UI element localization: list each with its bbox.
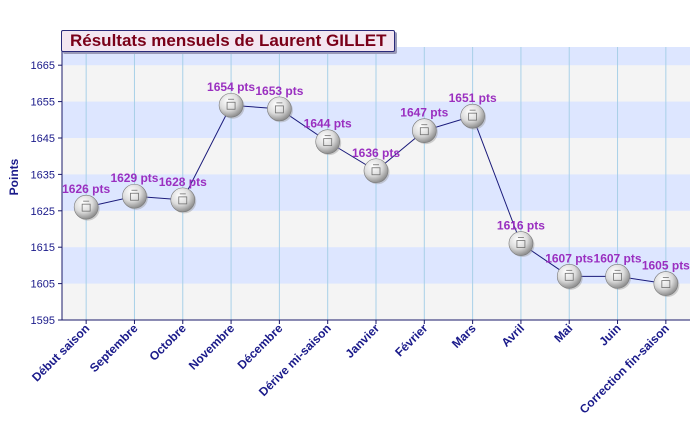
ping-pong-ball-icon	[412, 118, 437, 144]
y-axis-label: Points	[7, 158, 21, 195]
ball-logo-mark	[371, 167, 381, 176]
data-label: 1605 pts	[642, 259, 690, 273]
ping-pong-ball-icon	[508, 231, 534, 256]
x-tick-label: Janvier	[343, 321, 383, 361]
ball-logo-mark	[468, 112, 478, 121]
x-tick-label: Correction fin-saison	[577, 321, 672, 416]
data-point-marker	[267, 96, 293, 123]
x-tick-label: Juin	[596, 321, 623, 348]
data-point-marker	[508, 231, 535, 258]
x-tick-label: Octobre	[146, 321, 189, 364]
ping-pong-ball-icon	[556, 264, 582, 289]
data-point-marker	[122, 183, 148, 210]
ping-pong-ball-icon	[267, 96, 292, 122]
data-point-marker	[653, 271, 680, 298]
ping-pong-ball-icon	[363, 158, 389, 184]
ping-pong-ball-icon	[122, 183, 147, 209]
data-label: 1651 pts	[449, 91, 497, 105]
data-label: 1628 pts	[159, 175, 207, 189]
ping-pong-ball-icon	[460, 103, 485, 129]
ball-logo-mark	[516, 240, 526, 248]
ball-logo-mark	[226, 101, 236, 110]
data-label: 1607 pts	[594, 251, 642, 265]
data-label: 1626 pts	[62, 182, 110, 196]
data-point-marker	[73, 194, 100, 221]
data-point-marker	[218, 92, 245, 119]
ping-pong-ball-icon	[315, 129, 340, 154]
data-point-marker	[412, 118, 438, 145]
ping-pong-ball-icon	[170, 187, 196, 213]
ball-logo-mark	[81, 203, 91, 212]
x-tick-label: Avril	[499, 321, 527, 349]
chart-title-box: Résultats mensuels de Laurent GILLET	[61, 30, 396, 52]
ball-logo-mark	[274, 105, 284, 114]
ping-pong-ball-icon	[73, 194, 99, 220]
y-tick-label: 1655	[31, 97, 55, 109]
chart-title: Résultats mensuels de Laurent GILLET	[70, 31, 387, 50]
data-label: 1647 pts	[400, 106, 448, 120]
data-label: 1653 pts	[255, 84, 303, 98]
ball-logo-mark	[323, 138, 333, 147]
ping-pong-ball-icon	[653, 271, 679, 296]
ping-pong-ball-icon	[605, 264, 630, 289]
x-tick-label: Novembre	[186, 321, 238, 373]
ball-logo-mark	[178, 196, 188, 205]
data-label: 1616 pts	[497, 219, 545, 233]
data-label: 1654 pts	[207, 80, 255, 94]
ball-logo-mark	[613, 272, 622, 281]
data-point-marker	[170, 187, 197, 214]
x-tick-label: Mai	[551, 321, 575, 345]
x-tick-label: Février	[392, 321, 430, 359]
data-label: 1636 pts	[352, 146, 400, 160]
ball-logo-mark	[419, 127, 429, 136]
data-label: 1644 pts	[304, 117, 352, 131]
data-point-marker	[605, 264, 632, 290]
data-point-marker	[363, 158, 390, 185]
data-label: 1629 pts	[110, 171, 158, 185]
y-tick-label: 1605	[31, 279, 55, 291]
y-tick-label: 1625	[31, 206, 55, 218]
y-tick-label: 1635	[31, 169, 55, 181]
y-tick-label: 1645	[31, 133, 55, 145]
y-tick-label: 1615	[31, 242, 55, 254]
data-label: 1607 pts	[545, 251, 593, 265]
x-tick-label: Mars	[449, 321, 479, 351]
x-tick-label: Septembre	[87, 321, 141, 375]
y-tick-label: 1665	[31, 60, 55, 72]
ball-logo-mark	[564, 272, 574, 281]
data-point-marker	[315, 129, 342, 156]
ball-logo-mark	[661, 280, 671, 289]
data-point-marker	[460, 103, 487, 130]
ball-logo-mark	[130, 192, 139, 201]
y-tick-label: 1595	[31, 315, 55, 327]
x-tick-label: Décembre	[235, 321, 286, 372]
x-tick-label: Début saison	[29, 321, 92, 384]
data-point-marker	[556, 264, 583, 290]
ping-pong-ball-icon	[218, 92, 244, 118]
